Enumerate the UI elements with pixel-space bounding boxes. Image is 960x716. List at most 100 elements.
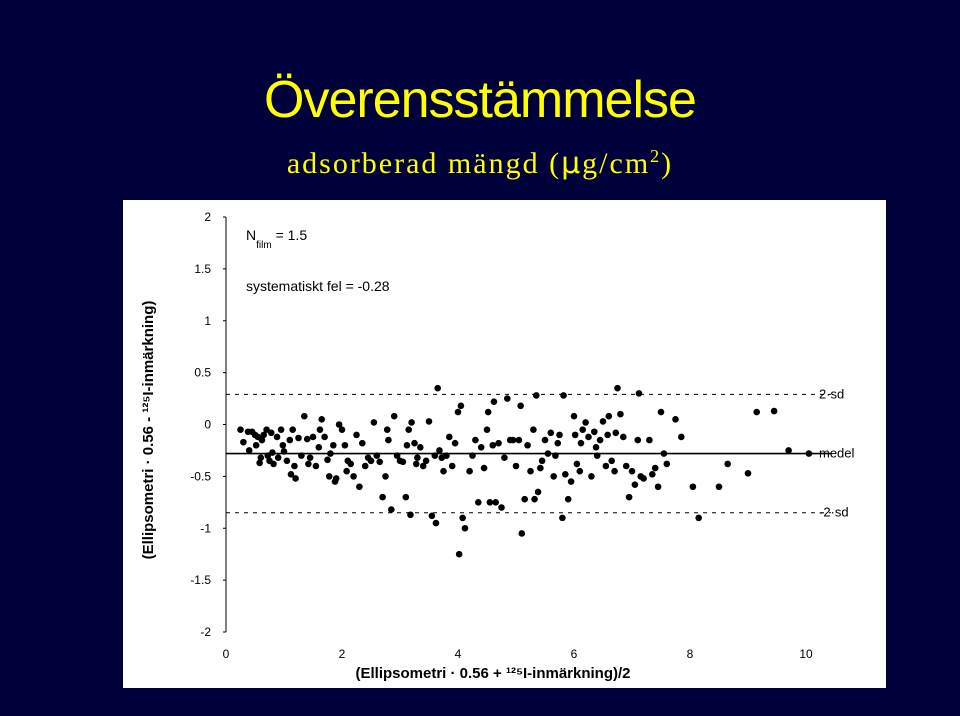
subtitle-sup: 2	[650, 146, 661, 166]
data-point	[771, 408, 778, 415]
data-point	[408, 419, 415, 426]
slide-title: Överensstämmelse	[0, 70, 960, 130]
x-axis-label: (Ellipsometri · 0.56 + ¹²⁵I-inmärkning)/…	[355, 665, 630, 682]
data-point	[585, 434, 592, 441]
reference-lines: 2·sd medel -2·sd	[226, 386, 855, 519]
data-point	[280, 442, 287, 449]
y-tick-label: 1.5	[194, 262, 211, 276]
data-point	[591, 428, 598, 435]
data-point	[655, 483, 662, 490]
data-point	[597, 437, 604, 444]
scatter-chart: 2·sd medel -2·sd 2 1.5 1 0.5 0 -0.5 -1 -1.5 -2 0 2 4…	[123, 200, 886, 688]
data-point	[240, 439, 247, 446]
data-point	[620, 434, 627, 441]
data-point	[545, 450, 552, 457]
data-point	[495, 440, 502, 447]
data-point	[524, 442, 531, 449]
data-point	[356, 483, 363, 490]
data-point	[269, 449, 276, 456]
data-point	[608, 458, 615, 465]
data-point	[533, 392, 540, 399]
data-point	[434, 385, 441, 392]
data-point	[611, 468, 618, 475]
data-point	[548, 430, 555, 437]
y-tick-label: -1	[200, 521, 211, 535]
data-point	[560, 392, 567, 399]
data-point	[281, 448, 288, 455]
data-point	[530, 426, 537, 433]
data-point	[313, 463, 320, 470]
data-point	[652, 465, 659, 472]
data-point	[339, 426, 346, 433]
x-tick-label: 8	[687, 647, 694, 661]
data-point	[327, 450, 334, 457]
annotations: Nfilm = 1.5 systematiskt fel = -0.28	[246, 227, 390, 294]
data-point	[517, 403, 524, 410]
data-point	[433, 520, 440, 527]
data-point	[603, 463, 610, 470]
data-point	[578, 440, 585, 447]
data-point	[301, 413, 308, 420]
data-point	[753, 409, 760, 416]
data-point	[342, 442, 349, 449]
data-point	[658, 409, 665, 416]
x-tick-label: 6	[571, 647, 578, 661]
data-point	[391, 413, 398, 420]
data-point	[330, 442, 337, 449]
n-film-rest: = 1.5	[272, 227, 308, 243]
data-point	[636, 390, 643, 397]
data-point	[521, 496, 528, 503]
data-point	[316, 444, 323, 451]
data-point	[343, 468, 350, 475]
data-point	[310, 434, 317, 441]
systematic-error-annotation: systematiskt fel = -0.28	[246, 278, 390, 294]
data-point	[466, 468, 473, 475]
reference-line-label: -2·sd	[819, 505, 849, 520]
data-point	[258, 454, 265, 461]
data-point	[333, 475, 340, 482]
data-point	[298, 452, 305, 459]
data-point	[362, 463, 369, 470]
data-point	[485, 409, 492, 416]
data-point	[405, 426, 412, 433]
n-film-annotation: Nfilm = 1.5	[246, 227, 307, 251]
data-point	[492, 499, 499, 506]
data-point	[429, 513, 436, 520]
data-point	[572, 432, 579, 439]
data-point	[292, 475, 299, 482]
data-point	[629, 468, 636, 475]
reference-line-label: medel	[819, 446, 855, 461]
data-point	[559, 515, 566, 522]
data-point	[554, 440, 561, 447]
y-tick-label: -0.5	[190, 469, 211, 483]
y-axis-label: (Ellipsometri · 0.56 - ¹²⁵I-inmärkning)	[140, 301, 157, 560]
data-point	[577, 468, 584, 475]
data-point	[724, 461, 731, 468]
slide-subtitle: adsorberad mängd (µg/cm2)	[0, 146, 960, 181]
data-point	[640, 475, 647, 482]
data-point	[527, 468, 534, 475]
data-point	[275, 454, 282, 461]
data-point	[459, 515, 466, 522]
data-point	[400, 459, 407, 466]
data-point	[510, 437, 517, 444]
data-point	[504, 395, 511, 402]
data-point	[371, 419, 378, 426]
data-point	[475, 499, 482, 506]
x-tick-label: 2	[339, 647, 346, 661]
data-point	[606, 413, 613, 420]
data-point	[600, 418, 607, 425]
data-point	[268, 430, 275, 437]
data-point	[478, 444, 485, 451]
data-point	[307, 454, 314, 461]
data-point	[432, 452, 439, 459]
data-point	[388, 506, 395, 513]
data-point	[582, 419, 589, 426]
data-point	[291, 463, 298, 470]
data-point	[411, 440, 418, 447]
data-point	[604, 432, 611, 439]
data-point	[440, 468, 447, 475]
y-tick-label: -1.5	[190, 573, 211, 587]
chart-panel: 2·sd medel -2·sd 2 1.5 1 0.5 0 -0.5 -1 -1.5 -2 0 2 4…	[123, 200, 886, 688]
data-point	[407, 511, 414, 518]
